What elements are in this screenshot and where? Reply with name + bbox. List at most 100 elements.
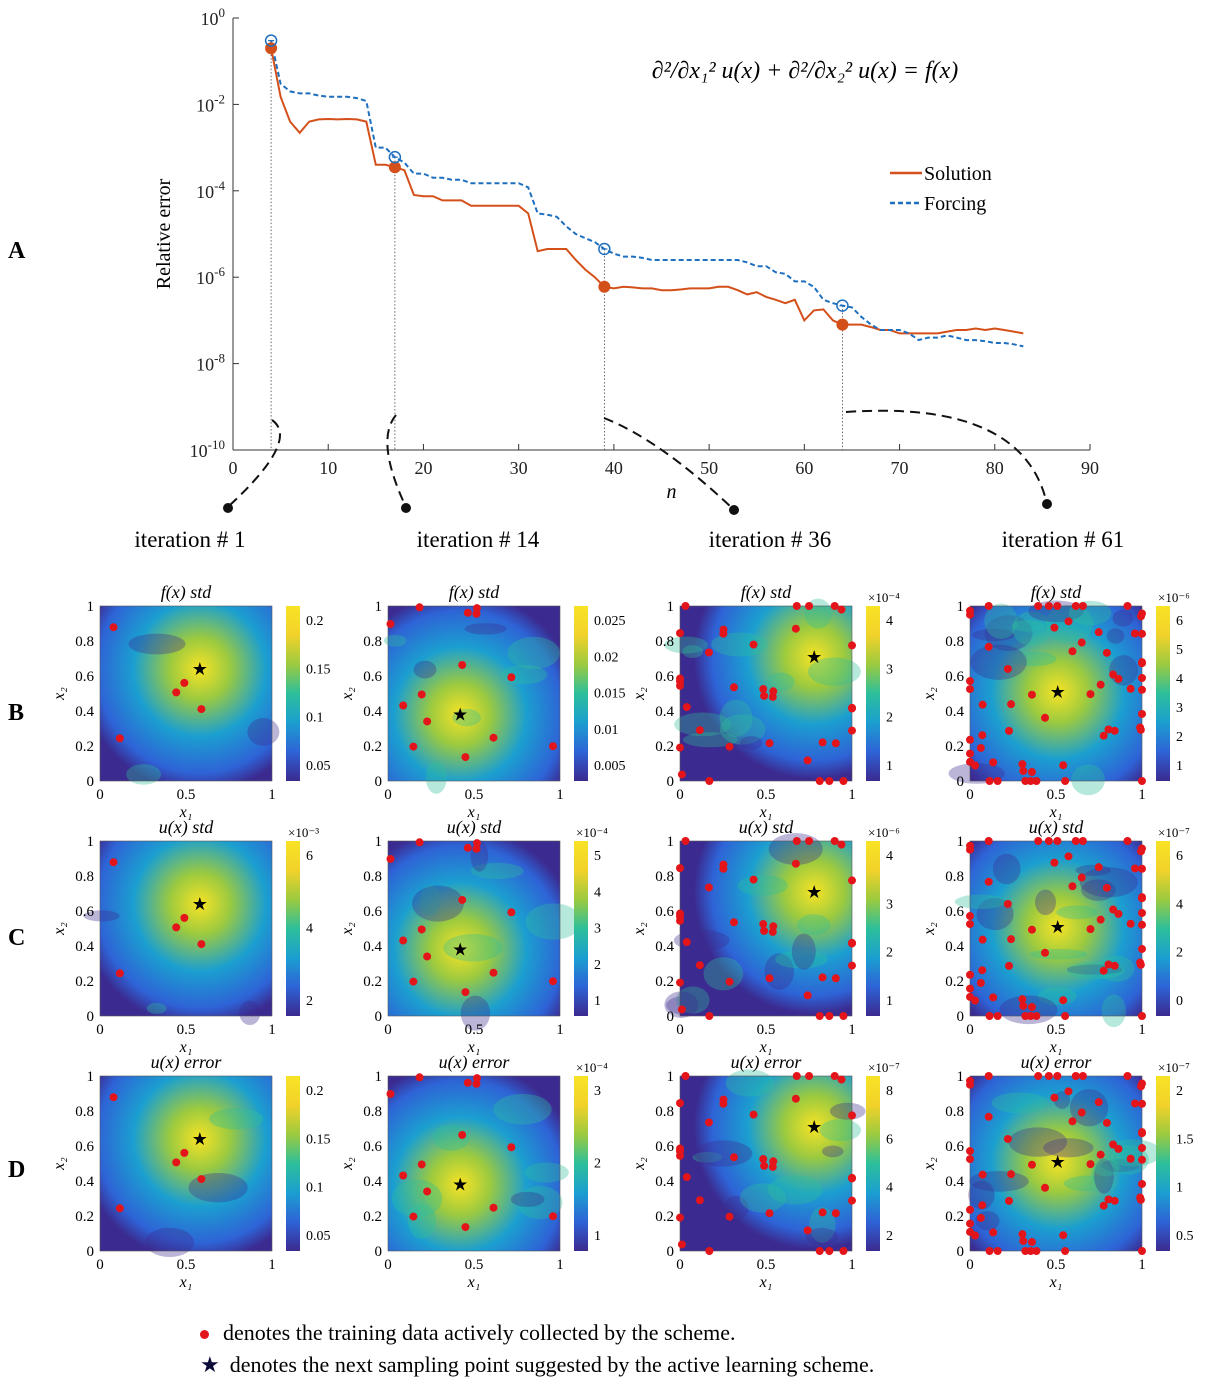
colorbar-tick-label: 2	[306, 994, 313, 1009]
y-tick-label: 0.8	[655, 1104, 674, 1120]
y-tick-label: 0.4	[75, 1174, 94, 1190]
colorbar-tick-label: 4	[1176, 672, 1183, 687]
training-point	[1044, 602, 1053, 610]
colorbar-tick-label: 2	[886, 711, 893, 726]
heatmap-svg: u(x) std 0 0.5 1 1 0.8 0.6 0.4 0.2 0 x₁ x₂ ★ 6 4 2 ×10⁻³	[52, 817, 319, 1055]
training-point	[399, 701, 408, 710]
training-point	[180, 913, 189, 922]
x-axis-label: x₁	[179, 1274, 193, 1290]
heatmap-texture	[984, 615, 1033, 652]
y-tick-label: 1	[667, 1069, 675, 1085]
y-tick-label: 0	[957, 1244, 965, 1260]
heatmap-texture	[1035, 889, 1057, 916]
training-point	[966, 912, 974, 921]
training-point	[966, 845, 974, 854]
training-point	[415, 838, 424, 847]
y-tick-label: 0.6	[363, 669, 382, 685]
colorbar	[574, 841, 588, 1016]
training-point	[1094, 863, 1103, 872]
colorbar-tick-label: 1	[594, 994, 601, 1009]
heatmap-texture	[188, 1172, 248, 1203]
colorbar-tick-label: 3	[886, 662, 893, 677]
training-point	[1019, 1236, 1028, 1245]
y-tick-label: 1	[375, 834, 383, 850]
heatmap-frame	[99, 1075, 273, 1252]
training-point	[507, 1143, 516, 1152]
next-sample-star: ★	[192, 659, 208, 679]
y-tick-label: 0	[667, 774, 675, 790]
y-axis-label: x₂	[52, 922, 68, 936]
y-tick-label: 1	[87, 834, 95, 850]
training-point	[839, 777, 848, 785]
x-tick-label: 0	[229, 458, 238, 478]
training-point	[417, 925, 426, 934]
colorbar-tick-label: 3	[594, 922, 601, 937]
training-point	[695, 1196, 704, 1205]
row-label-d: D	[8, 1157, 26, 1183]
panel-title: u(x) error	[151, 1052, 223, 1073]
x-tick-label: 0	[384, 1257, 392, 1273]
training-point	[837, 605, 846, 614]
x-tick-label: 0.5	[465, 787, 484, 803]
x-tick-label: 0.5	[1047, 1022, 1066, 1038]
x-tick-label: 90	[1081, 458, 1099, 478]
row-label-b: B	[8, 700, 25, 726]
heatmap-panel-d-4: u(x) error 0 0.5 1 1 0.8 0.6 0.4 0.2 0 x₁ x₂ ★ 2 1.5 1 0…	[922, 1050, 1208, 1290]
colorbar-tick-label: 0.01	[594, 723, 619, 738]
training-point	[705, 1247, 714, 1255]
training-point	[1123, 602, 1132, 610]
colorbar-tick-label: 2	[886, 946, 893, 961]
training-point	[966, 1205, 974, 1214]
heatmap-texture	[674, 712, 732, 737]
training-point	[1061, 1247, 1070, 1255]
training-point	[1004, 961, 1013, 970]
training-point	[839, 1012, 848, 1020]
legend-forcing-label: Forcing	[924, 193, 986, 215]
training-point	[1044, 1072, 1053, 1080]
x-tick-label: 40	[605, 458, 623, 478]
y-axis-label: x₂	[922, 687, 938, 701]
y-tick-label: 0.4	[75, 939, 94, 955]
y-tick-label: 0.6	[945, 904, 964, 920]
training-point	[1138, 908, 1146, 917]
next-sample-star: ★	[806, 882, 822, 902]
training-point	[681, 602, 690, 610]
training-point	[1138, 944, 1146, 953]
training-point	[172, 923, 181, 932]
training-point	[1061, 1012, 1070, 1020]
colorbar-tick-label: 0.1	[306, 1181, 324, 1196]
colorbar-tick-label: 1	[886, 759, 893, 774]
training-point	[1032, 1012, 1041, 1020]
y-tick-label: 0	[957, 1009, 965, 1025]
y-tick-label: 0.4	[945, 1174, 964, 1190]
training-point	[768, 692, 777, 701]
training-point	[472, 1079, 481, 1088]
heatmap-texture	[1008, 1127, 1068, 1157]
x-tick-label: 1	[848, 787, 856, 803]
heatmap-panel-b-4: f(x) std 0 0.5 1 1 0.8 0.6 0.4 0.2 0 x₁ x₂ ★ 6 5 4 3 2 1 ×1…	[922, 580, 1208, 820]
star-text: denotes the next sampling point suggeste…	[229, 1352, 875, 1377]
training-point	[1086, 925, 1095, 934]
heatmap-panel-c-4: u(x) std 0 0.5 1 1 0.8 0.6 0.4 0.2 0 x₁ x₂ ★ 6 4 2 0 ×10⁻…	[922, 815, 1208, 1055]
training-point	[1138, 1129, 1146, 1138]
y-tick-label: 1	[87, 599, 95, 615]
colorbar-multiplier: ×10⁻⁶	[1158, 590, 1190, 605]
y-tick-label: 0.8	[945, 1104, 964, 1120]
y-axis-label: x₂	[632, 922, 648, 936]
training-point	[971, 996, 980, 1005]
training-point	[848, 726, 856, 735]
training-point	[848, 641, 856, 650]
training-point	[760, 1161, 769, 1170]
heatmap-texture	[666, 995, 713, 1016]
training-point	[180, 1148, 189, 1157]
heatmap-texture	[443, 934, 503, 962]
x-tick-label: 0	[676, 787, 684, 803]
x-tick-label: 0	[96, 787, 104, 803]
training-point	[765, 739, 774, 748]
heatmap-texture	[1079, 867, 1138, 898]
forcing-marker	[598, 242, 611, 256]
training-point	[197, 1175, 206, 1184]
training-point	[1044, 837, 1053, 845]
x-tick-label: 0.5	[177, 787, 196, 803]
heatmap-texture	[694, 1140, 753, 1167]
